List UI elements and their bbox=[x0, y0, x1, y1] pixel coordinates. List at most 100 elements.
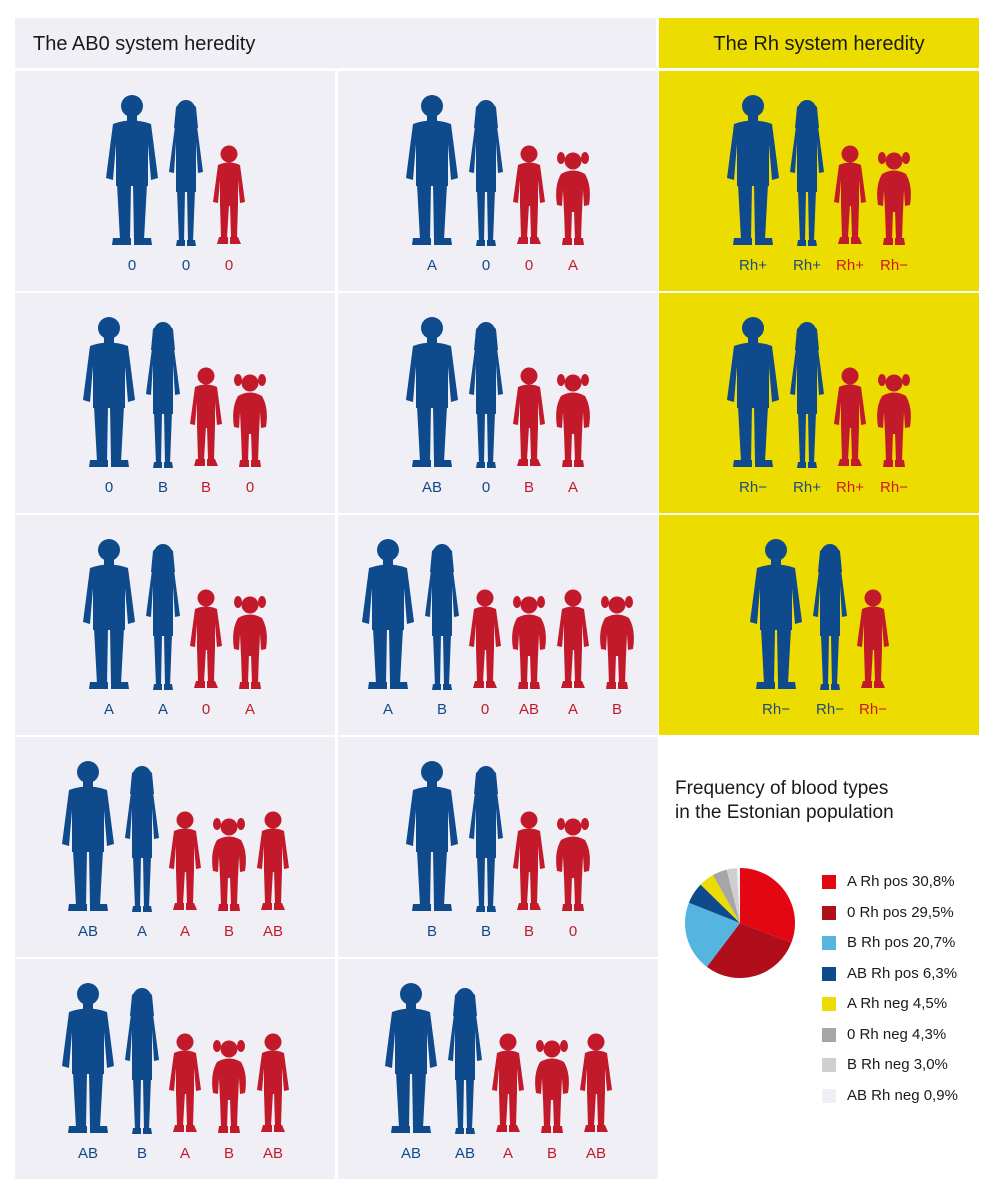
boy-silhouette bbox=[169, 1033, 201, 1132]
girl-blood-type-label: A bbox=[244, 701, 255, 718]
man-silhouette bbox=[406, 95, 458, 245]
abo-panel-1: 0 0 0 bbox=[15, 71, 335, 291]
legend-label: A Rh neg 4,5% bbox=[847, 995, 948, 1012]
woman-blood-type-label: A bbox=[136, 923, 147, 940]
girl-silhouette bbox=[556, 152, 590, 245]
man-blood-type-label: AB bbox=[400, 1145, 421, 1162]
boy-blood-type-label: AB bbox=[585, 1145, 606, 1162]
boy-blood-type-label: A bbox=[567, 701, 578, 718]
boy-blood-type-label: Rh+ bbox=[836, 479, 864, 496]
abo-panel-9: AB B A B AB bbox=[15, 959, 335, 1179]
legend-label: AB Rh neg 0,9% bbox=[847, 1087, 958, 1104]
woman-silhouette bbox=[146, 322, 180, 468]
abo-panel-6: A B 0 AB A B bbox=[338, 515, 658, 735]
boy-silhouette bbox=[492, 1033, 524, 1132]
abo-panel-4: AB 0 B A bbox=[338, 293, 658, 513]
woman-blood-type-label: B bbox=[136, 1145, 147, 1162]
pie-slice-ab-rh-neg bbox=[736, 868, 740, 923]
man-silhouette bbox=[106, 95, 158, 245]
girl-blood-type-label: Rh− bbox=[880, 479, 908, 496]
man-silhouette bbox=[750, 539, 802, 689]
pie-slice-0-rh-pos bbox=[706, 923, 792, 979]
abo-panel-8: B B B 0 bbox=[338, 737, 658, 957]
abo-panel-7: AB A A B AB bbox=[15, 737, 335, 957]
boy-silhouette bbox=[257, 811, 289, 910]
man-silhouette bbox=[62, 983, 114, 1133]
boy-blood-type-label: A bbox=[179, 923, 190, 940]
boy-blood-type-label: 0 bbox=[224, 257, 234, 274]
blood-type-pie-chart bbox=[684, 868, 796, 979]
girl-blood-type-label: B bbox=[223, 923, 234, 940]
pie-slice-ab-rh-pos bbox=[688, 884, 740, 923]
girl-silhouette bbox=[877, 152, 911, 245]
woman-silhouette bbox=[790, 322, 824, 468]
man-blood-type-label: Rh+ bbox=[739, 257, 767, 274]
legend-label: A Rh pos 30,8% bbox=[847, 873, 955, 890]
boy-blood-type-label: 0 bbox=[201, 701, 211, 718]
woman-silhouette bbox=[469, 766, 503, 912]
woman-blood-type-label: Rh− bbox=[816, 701, 844, 718]
man-blood-type-label: A bbox=[103, 701, 114, 718]
woman-silhouette bbox=[469, 322, 503, 468]
pie-slice-0-rh-neg bbox=[712, 869, 740, 923]
boy-blood-type-label: Rh+ bbox=[836, 257, 864, 274]
boy-silhouette bbox=[834, 145, 866, 244]
girl-silhouette bbox=[535, 1040, 569, 1133]
woman-silhouette bbox=[146, 544, 180, 690]
man-silhouette bbox=[406, 761, 458, 911]
man-blood-type-label: Rh− bbox=[739, 479, 767, 496]
boy-silhouette bbox=[580, 1033, 612, 1132]
woman-blood-type-label: B bbox=[480, 923, 491, 940]
boy-silhouette bbox=[513, 145, 545, 244]
girl-blood-type-label: 0 bbox=[568, 923, 578, 940]
legend-swatch bbox=[822, 997, 836, 1011]
legend-swatch bbox=[822, 1058, 836, 1072]
woman-blood-type-label: B bbox=[436, 701, 447, 718]
legend-label: 0 Rh pos 29,5% bbox=[847, 904, 954, 921]
woman-blood-type-label: A bbox=[157, 701, 168, 718]
abo-panel-10: AB AB A B AB bbox=[338, 959, 658, 1179]
girl-silhouette bbox=[556, 818, 590, 911]
legend-swatch bbox=[822, 875, 836, 889]
chart-title-line-1: Frequency of blood types bbox=[675, 778, 889, 799]
abo-panel-2: A 0 0 A bbox=[338, 71, 658, 291]
pie-slice-a-rh-neg bbox=[700, 875, 740, 923]
woman-blood-type-label: Rh+ bbox=[793, 479, 821, 496]
pie-slice-b-rh-pos bbox=[684, 902, 740, 967]
man-silhouette bbox=[385, 983, 437, 1133]
boy-blood-type-label: B bbox=[523, 479, 534, 496]
man-silhouette bbox=[727, 317, 779, 467]
girl-blood-type-label: A bbox=[567, 257, 578, 274]
boy-silhouette bbox=[834, 367, 866, 466]
boy-silhouette bbox=[557, 589, 589, 688]
legend-swatch bbox=[822, 906, 836, 920]
man-silhouette bbox=[62, 761, 114, 911]
boy-silhouette bbox=[257, 1033, 289, 1132]
woman-silhouette bbox=[125, 766, 159, 912]
girl-silhouette bbox=[600, 596, 634, 689]
woman-silhouette bbox=[813, 544, 847, 690]
girl-blood-type-label: 0 bbox=[245, 479, 255, 496]
boy-silhouette bbox=[857, 589, 889, 688]
girl-blood-type-label: Rh− bbox=[880, 257, 908, 274]
woman-silhouette bbox=[425, 544, 459, 690]
chart-title-line-2: in the Estonian population bbox=[675, 802, 894, 823]
woman-blood-type-label: AB bbox=[454, 1145, 475, 1162]
legend-swatch bbox=[822, 967, 836, 981]
woman-silhouette bbox=[469, 100, 503, 246]
man-blood-type-label: A bbox=[382, 701, 393, 718]
man-blood-type-label: 0 bbox=[104, 479, 114, 496]
woman-silhouette bbox=[448, 988, 482, 1134]
rh-panel-1: Rh+ Rh+ Rh+ Rh− bbox=[659, 71, 979, 291]
girl-silhouette bbox=[512, 596, 546, 689]
abo-header-title: The AB0 system heredity bbox=[33, 33, 256, 55]
girl-silhouette bbox=[212, 818, 246, 911]
man-blood-type-label: Rh− bbox=[762, 701, 790, 718]
boy-blood-type-label: 0 bbox=[524, 257, 534, 274]
boy-silhouette bbox=[190, 589, 222, 688]
boy-silhouette bbox=[213, 145, 245, 244]
woman-blood-type-label: B bbox=[157, 479, 168, 496]
legend-swatch bbox=[822, 1028, 836, 1042]
abo-panel-5: A A 0 A bbox=[15, 515, 335, 735]
abo-header: The AB0 system heredity bbox=[15, 18, 656, 68]
